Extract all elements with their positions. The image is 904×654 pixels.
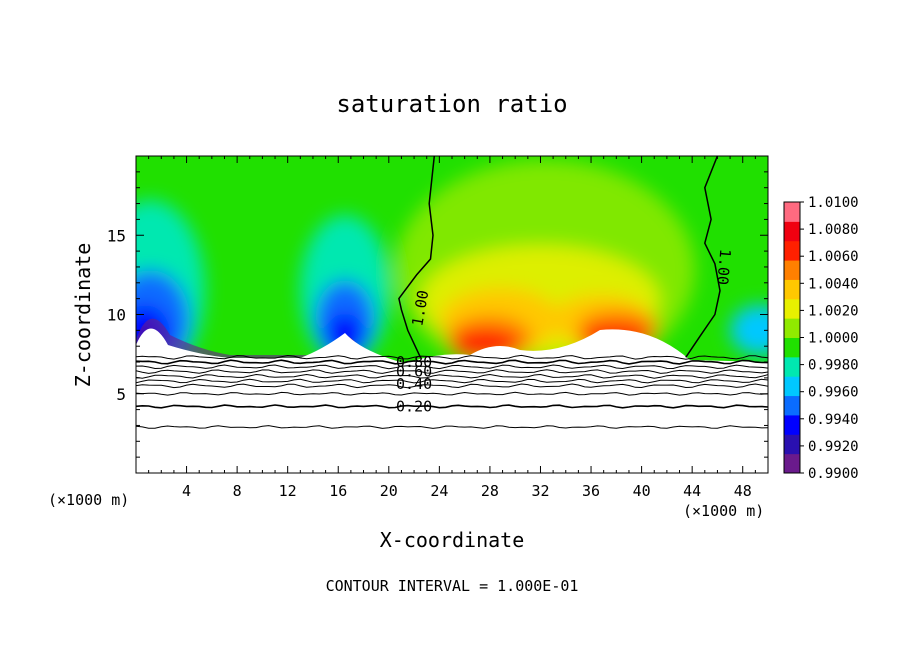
colorbar-swatch: [784, 337, 800, 358]
x-tick-label: 24: [430, 482, 448, 500]
x-tick-label: 40: [633, 482, 651, 500]
contour-label: 1.00: [408, 289, 432, 328]
y-tick-label: 5: [116, 385, 126, 404]
contour-line: [136, 373, 768, 379]
colorbar-label: 0.9980: [808, 358, 859, 374]
colorbar-label: 1.0000: [808, 331, 859, 347]
x-tick-label: 8: [233, 482, 242, 500]
x-tick-label: 28: [481, 482, 499, 500]
x-tick-label: 12: [279, 482, 297, 500]
contour-line: [136, 369, 768, 374]
colorbar-swatch: [784, 453, 800, 474]
colorbar-label: 1.0040: [808, 276, 859, 292]
x-tick-label: 44: [683, 482, 701, 500]
contour-line: [136, 359, 768, 365]
x-tick-label: 36: [582, 482, 600, 500]
contour-line-1.00: [685, 156, 721, 358]
colorbar-label: 0.9920: [808, 439, 859, 455]
x-tick-label: 16: [329, 482, 347, 500]
x-tick-label: 20: [380, 482, 398, 500]
contour-line: [136, 383, 768, 389]
colorbar-swatch: [784, 202, 800, 222]
colorbar-swatch: [784, 414, 800, 435]
contour-line: [136, 404, 768, 409]
colorbar-swatch: [784, 240, 800, 261]
y-tick-label: 10: [107, 306, 126, 325]
x-unit-left: (×1000 m): [48, 491, 129, 509]
colorbar-swatch: [784, 395, 800, 416]
contour-label: 0.40: [396, 375, 432, 393]
contour-labels: 0.800.600.40 0.20 1.00 1.00: [396, 248, 734, 415]
plot-field: [136, 156, 768, 473]
contour-line: [136, 391, 768, 396]
contour-line: [136, 425, 768, 429]
contour-lines: [136, 156, 768, 429]
colorbar-label: 1.0020: [808, 303, 859, 319]
colorbar-label: 0.9900: [808, 466, 859, 482]
x-tick-label: 48: [734, 482, 752, 500]
x-tick-label: 32: [531, 482, 549, 500]
colorbar-swatch: [784, 356, 800, 377]
contour-interval-note: CONTOUR INTERVAL = 1.000E-01: [326, 577, 579, 595]
colorbar-swatch: [784, 434, 800, 455]
colorbar: [783, 201, 801, 474]
contour-line-1.00: [398, 156, 436, 358]
colorbar-swatch: [784, 318, 800, 338]
colorbar-swatch: [784, 279, 800, 300]
colorbar-label: 0.9960: [808, 385, 859, 401]
y-tick-label: 15: [107, 226, 126, 245]
x-axis-label: X-coordinate: [380, 528, 525, 552]
colorbar-swatch: [784, 298, 800, 319]
contour-label: 0.80: [396, 353, 432, 371]
contour-label: 0.20: [396, 397, 432, 415]
contour-label: 0.60: [396, 363, 432, 381]
contour-line: [136, 354, 768, 360]
x-tick-label: 4: [182, 482, 191, 500]
contour-label: 1.00: [713, 248, 734, 286]
colorbar-label: 1.0080: [808, 222, 859, 238]
x-ticks: 4 8 12 16 20 24 28 32 36 40 44 48: [148, 156, 756, 500]
colorbar-labels: 1.0100 1.0080 1.0060 1.0040 1.0020 1.0000 0.99…: [800, 195, 859, 482]
colorbar-label: 0.9940: [808, 412, 859, 428]
colorbar-label: 1.0060: [808, 249, 859, 265]
colorbar-label: 1.0100: [808, 195, 859, 211]
colorbar-swatch: [784, 221, 800, 242]
y-ticks: 5 10 15: [107, 171, 768, 458]
chart-title: saturation ratio: [336, 90, 567, 118]
contour-line: [136, 378, 768, 384]
colorbar-swatch: [784, 260, 800, 280]
contour-line: [136, 364, 768, 370]
colorbar-swatch: [784, 376, 800, 397]
y-axis-label: Z-coordinate: [71, 243, 95, 388]
x-unit-right: (×1000 m): [683, 502, 764, 520]
